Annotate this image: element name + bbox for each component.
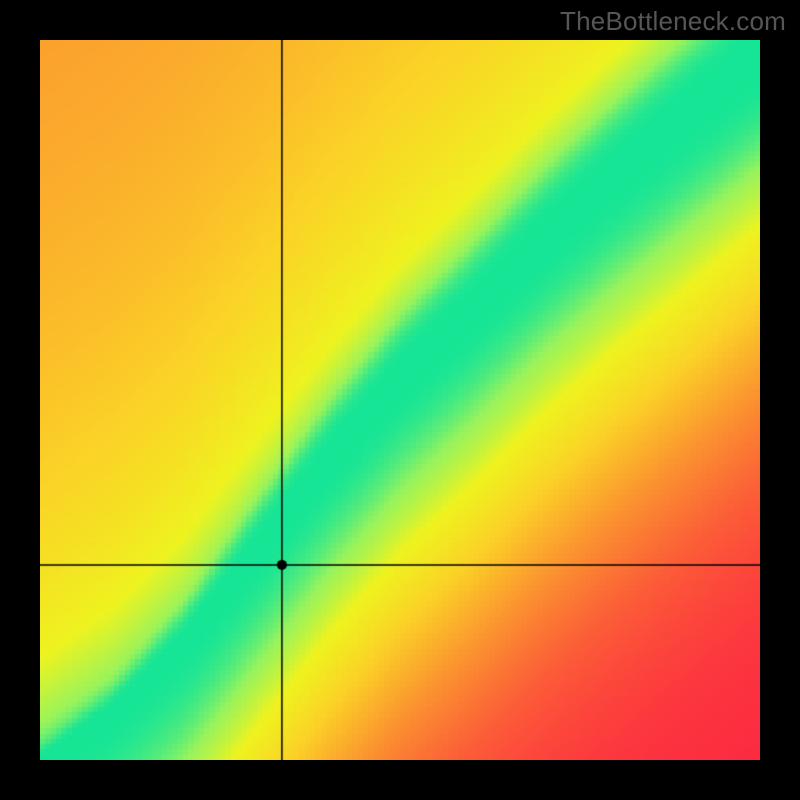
page-watermark: TheBottleneck.com: [560, 6, 786, 37]
plot-area: [40, 40, 760, 760]
chart-container: TheBottleneck.com: [0, 0, 800, 800]
bottleneck-heatmap: [40, 40, 760, 760]
